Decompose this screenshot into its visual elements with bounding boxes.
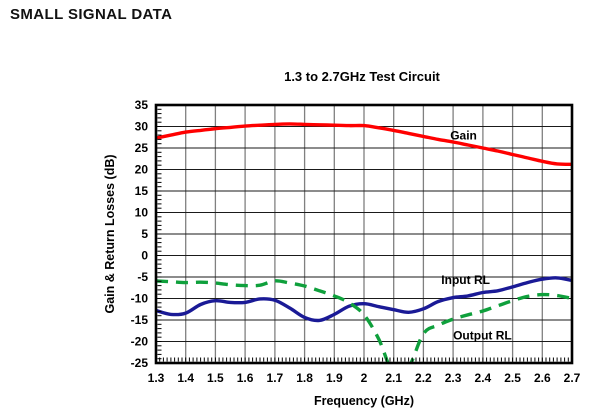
- y-tick-label: 20: [135, 163, 149, 177]
- x-tick-label: 2.1: [385, 371, 402, 385]
- y-tick-label: 10: [135, 206, 149, 220]
- y-tick-label: 35: [135, 98, 149, 112]
- series-output-rl-line: [156, 279, 572, 363]
- y-axis-title: Gain & Return Losses (dB): [103, 154, 117, 313]
- y-tick-label: -10: [131, 292, 149, 306]
- y-tick-label: 15: [135, 184, 149, 198]
- plot-frame-layer: [154, 103, 574, 365]
- y-tick-label: -5: [137, 270, 148, 284]
- x-tick-label: 1.4: [177, 371, 194, 385]
- series-label-input-rl: Input RL: [441, 273, 490, 287]
- x-tick-label: 1.5: [207, 371, 224, 385]
- x-tick-label: 1.9: [326, 371, 343, 385]
- section-heading: SMALL SIGNAL DATA: [10, 6, 173, 23]
- x-tick-label: 1.8: [296, 371, 313, 385]
- x-tick-label: 2.7: [564, 371, 581, 385]
- chart-title: 1.3 to 2.7GHz Test Circuit: [284, 69, 440, 84]
- y-tick-label: 5: [141, 227, 148, 241]
- y-tick-label: 30: [135, 120, 149, 134]
- series-layer: [156, 122, 572, 363]
- series-gain-line: [156, 122, 572, 167]
- x-tick-label: 2.4: [475, 371, 492, 385]
- x-tick-label: 2.5: [504, 371, 521, 385]
- series-input-rl-line: [156, 276, 572, 323]
- x-tick-label: 2.6: [534, 371, 551, 385]
- x-axis-title: Frequency (GHz): [314, 394, 414, 408]
- y-tick-label: -20: [131, 335, 149, 349]
- y-tick-label: 0: [141, 249, 148, 263]
- tick-label-layer: 1.3 1.4 1.5 1.6 1.7 1.8 1.9 2 2.1 2.2 2.3 2.4 2.5 2.6…: [131, 98, 581, 385]
- y-tick-label: 25: [135, 141, 149, 155]
- series-label-gain: Gain: [450, 128, 477, 142]
- x-tick-label: 2.3: [445, 371, 462, 385]
- plot-border: [154, 103, 574, 365]
- grid-layer: [156, 105, 572, 363]
- x-tick-label: 1.6: [237, 371, 254, 385]
- x-tick-label: 2: [361, 371, 368, 385]
- annotation-layer: Gain Input RL Output RL: [441, 128, 511, 342]
- y-tick-label: -15: [131, 313, 149, 327]
- x-tick-label: 2.2: [415, 371, 432, 385]
- y-tick-label: -25: [131, 356, 149, 370]
- x-tick-label: 1.3: [148, 371, 165, 385]
- x-tick-label: 1.7: [267, 371, 284, 385]
- series-label-output-rl: Output RL: [453, 328, 512, 342]
